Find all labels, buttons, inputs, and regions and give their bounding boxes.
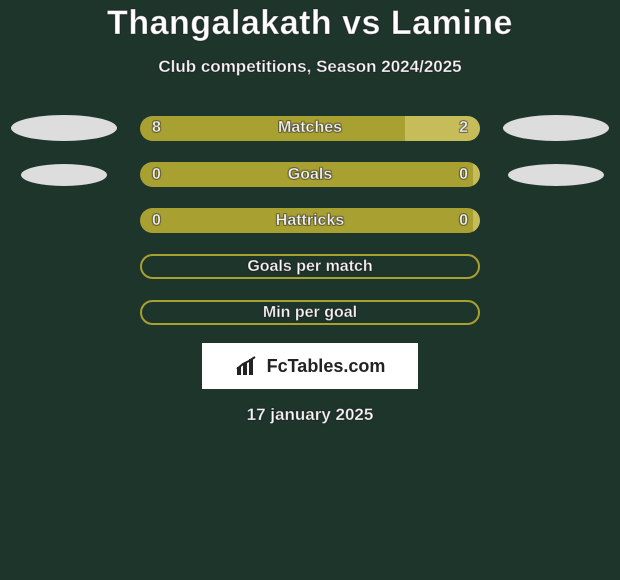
left-ellipse-slot <box>0 115 128 141</box>
bar-right-segment <box>473 208 480 233</box>
logo-text: FcTables.com <box>267 356 386 377</box>
right-ellipse-slot <box>492 164 620 186</box>
stat-row-min-per-goal: Min per goal <box>0 300 620 325</box>
stat-label: Goals per match <box>247 258 372 276</box>
bar-chart-icon <box>235 355 261 377</box>
stat-bar-min-per-goal: Min per goal <box>140 300 480 325</box>
stat-label: Goals <box>288 166 332 184</box>
player-left-ellipse-icon <box>11 115 117 141</box>
stat-right-value: 0 <box>459 212 468 230</box>
stat-rows: 8 Matches 2 0 Goals 0 <box>0 115 620 325</box>
page-title: Thangalakath vs Lamine <box>0 4 620 43</box>
stat-right-value: 0 <box>459 166 468 184</box>
stat-left-value: 0 <box>152 166 161 184</box>
stat-label: Min per goal <box>263 304 357 322</box>
stat-label: Hattricks <box>276 212 344 230</box>
stat-row-goals: 0 Goals 0 <box>0 162 620 187</box>
stat-bar-hattricks: 0 Hattricks 0 <box>140 208 480 233</box>
infographic: Thangalakath vs Lamine Club competitions… <box>0 0 620 580</box>
stat-right-value: 2 <box>459 119 468 137</box>
stat-row-hattricks: 0 Hattricks 0 <box>0 208 620 233</box>
stat-left-value: 0 <box>152 212 161 230</box>
bar-left-segment <box>140 116 405 141</box>
player-left-ellipse-icon <box>21 164 107 186</box>
stat-label: Matches <box>278 119 342 137</box>
date-text: 17 january 2025 <box>0 405 620 425</box>
stat-bar-goals-per-match: Goals per match <box>140 254 480 279</box>
stat-row-goals-per-match: Goals per match <box>0 254 620 279</box>
left-ellipse-slot <box>0 164 128 186</box>
stat-row-matches: 8 Matches 2 <box>0 115 620 141</box>
player-right-ellipse-icon <box>503 115 609 141</box>
right-ellipse-slot <box>492 115 620 141</box>
stat-bar-matches: 8 Matches 2 <box>140 116 480 141</box>
bar-right-segment <box>473 162 480 187</box>
bar-right-segment <box>405 116 480 141</box>
player-right-ellipse-icon <box>508 164 604 186</box>
stat-left-value: 8 <box>152 119 161 137</box>
stat-bar-goals: 0 Goals 0 <box>140 162 480 187</box>
subtitle: Club competitions, Season 2024/2025 <box>0 57 620 77</box>
fctables-logo: FcTables.com <box>202 343 418 389</box>
